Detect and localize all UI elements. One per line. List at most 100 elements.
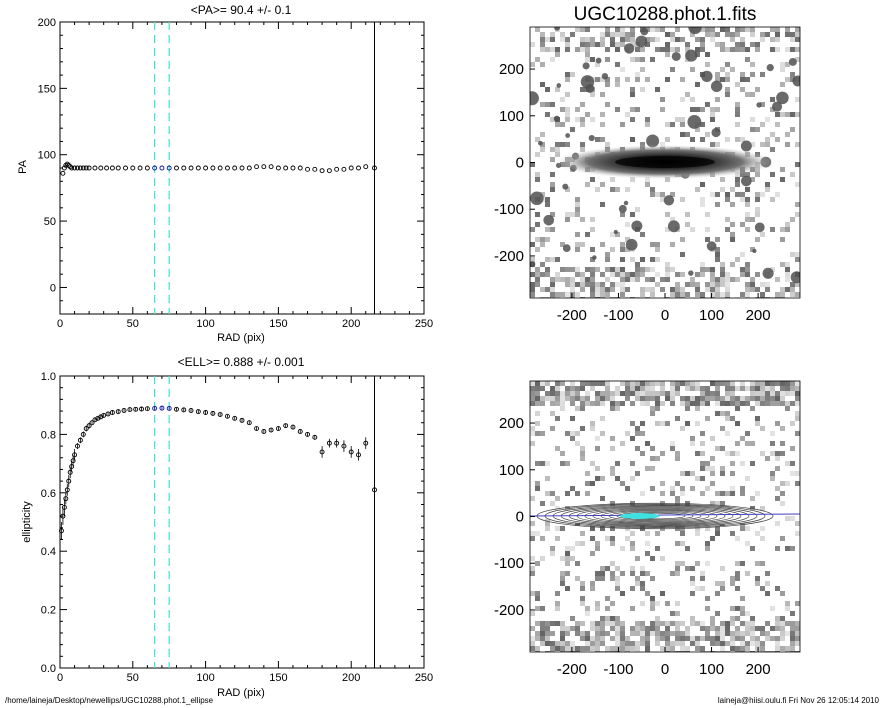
- image-pixel: [780, 82, 785, 87]
- pa-point: [217, 165, 223, 171]
- ell-point: [139, 406, 144, 412]
- image-pixel: [590, 481, 595, 486]
- image-pixel: [615, 616, 620, 621]
- image-pixel: [585, 267, 590, 272]
- image-pixel: [730, 237, 735, 242]
- image-pixel: [600, 571, 605, 576]
- ell-point: [283, 423, 289, 429]
- image-pixel: [790, 636, 795, 641]
- image-pixel: [640, 626, 645, 631]
- image-pixel: [555, 396, 560, 401]
- image-pixel: [730, 47, 735, 52]
- image-pixel: [720, 466, 725, 471]
- image-pixel: [560, 631, 565, 636]
- image-pixel: [550, 227, 555, 232]
- image-pixel: [710, 32, 715, 37]
- image-pixel: [635, 277, 640, 282]
- image-pixel: [540, 192, 545, 197]
- image-pixel: [565, 72, 570, 77]
- image-pixel: [595, 282, 600, 287]
- pa-ytick-label: 200: [38, 17, 56, 29]
- image-pixel: [710, 112, 715, 117]
- image-pixel: [675, 292, 680, 297]
- star: [562, 183, 569, 190]
- star: [565, 133, 571, 138]
- image-pixel: [580, 87, 585, 92]
- image-pixel: [645, 42, 650, 47]
- star: [613, 229, 618, 235]
- image-pixel: [605, 27, 610, 32]
- image-pixel: [625, 536, 630, 541]
- image-pixel: [680, 132, 685, 137]
- image-pixel: [580, 621, 585, 626]
- image-pixel: [590, 536, 595, 541]
- image-pixel: [665, 42, 670, 47]
- image-pixel: [670, 446, 675, 451]
- image-pixel: [610, 501, 615, 506]
- image-pixel: [700, 451, 705, 456]
- image-pixel: [740, 172, 745, 177]
- image-pixel: [770, 172, 775, 177]
- image-pixel: [645, 646, 650, 651]
- image-pixel: [715, 257, 720, 262]
- image-pixel: [650, 37, 655, 42]
- image-pixel: [715, 77, 720, 82]
- image-pixel: [625, 32, 630, 37]
- image-pixel: [760, 536, 765, 541]
- image-pixel: [660, 591, 665, 596]
- image-pixel: [555, 536, 560, 541]
- image-pixel: [775, 277, 780, 282]
- image-pixel: [640, 571, 645, 576]
- image-pixel: [675, 496, 680, 501]
- star: [631, 220, 643, 232]
- image-pixel: [790, 252, 795, 257]
- image-pixel: [575, 197, 580, 202]
- image-pixel: [730, 471, 735, 476]
- image-pixel: [775, 546, 780, 551]
- image-pixel: [655, 641, 660, 646]
- image-pixel: [580, 581, 585, 586]
- image-pixel: [640, 391, 645, 396]
- image-pixel: [770, 381, 775, 386]
- image-pixel: [580, 47, 585, 52]
- image-pixel: [755, 386, 760, 391]
- image-pixel: [530, 626, 535, 631]
- image-pixel: [580, 451, 585, 456]
- image-pixel: [735, 406, 740, 411]
- image-pixel: [740, 606, 745, 611]
- image-pixel: [590, 586, 595, 591]
- image-pixel: [750, 461, 755, 466]
- image-pixel: [585, 182, 590, 187]
- image-pixel: [715, 107, 720, 112]
- ell-point: [144, 406, 150, 412]
- star: [762, 267, 774, 279]
- img2-xtick-label: -200: [557, 661, 587, 678]
- image-pixel: [605, 267, 610, 272]
- image-pixel: [660, 47, 665, 52]
- ellipse-fit-center: [620, 513, 660, 519]
- image-pixel: [790, 37, 795, 42]
- image-pixel: [740, 222, 745, 227]
- image-pixel: [740, 292, 745, 297]
- image-pixel: [560, 461, 565, 466]
- image-pixel: [645, 37, 650, 42]
- image-pixel: [535, 621, 540, 626]
- image-pixel: [625, 391, 630, 396]
- image-pixel: [640, 287, 645, 292]
- image-pixel: [600, 431, 605, 436]
- image-pixel: [710, 436, 715, 441]
- image-pixel: [775, 292, 780, 297]
- pa-point: [77, 165, 83, 171]
- image-pixel: [555, 152, 560, 157]
- image-pixel: [600, 641, 605, 646]
- image-pixel: [640, 631, 645, 636]
- image-pixel: [615, 566, 620, 571]
- image-pixel: [535, 561, 540, 566]
- image-pixel: [725, 381, 730, 386]
- image-pixel: [705, 282, 710, 287]
- image-pixel: [565, 107, 570, 112]
- image-pixel: [780, 112, 785, 117]
- image-pixel: [710, 27, 715, 32]
- image-pixel: [700, 491, 705, 496]
- image-pixel: [650, 456, 655, 461]
